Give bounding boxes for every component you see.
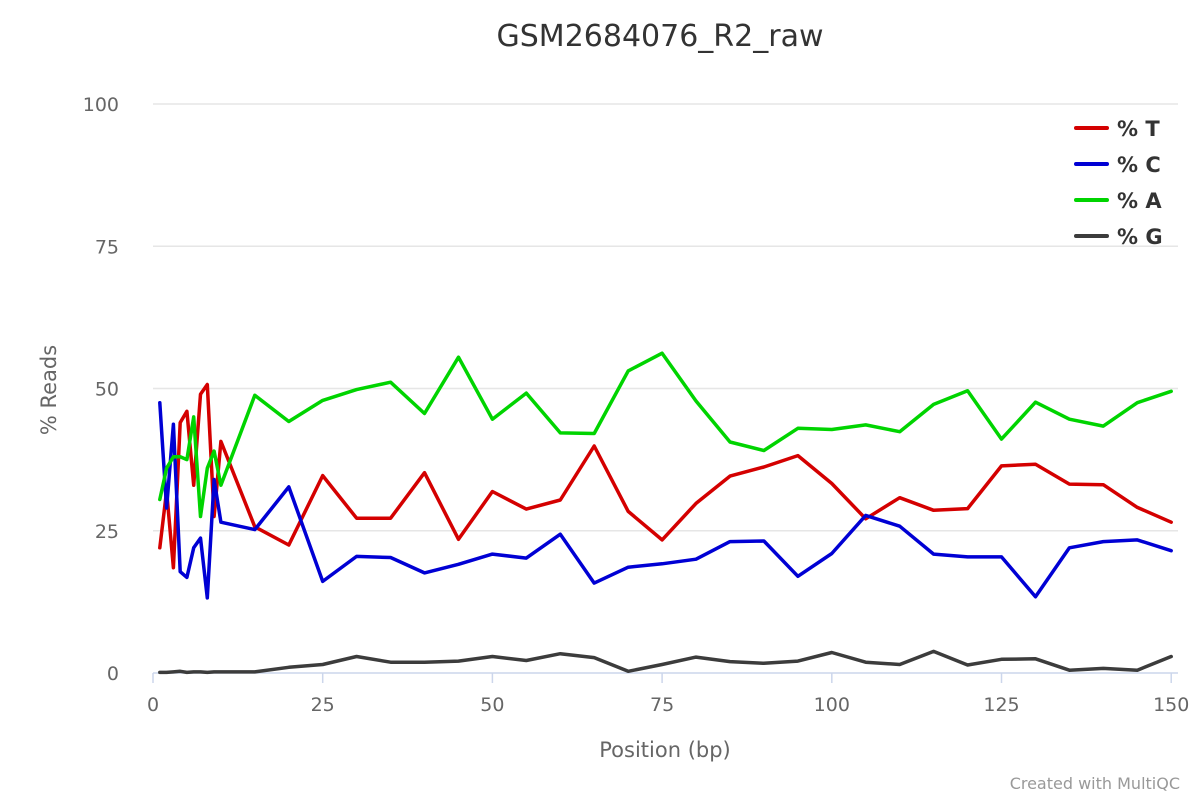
y-axis-ticks: 0 25 50 75 100 [83, 94, 119, 685]
legend-label: % G [1117, 225, 1163, 249]
series-line-t [158, 382, 1173, 570]
grid-lines [153, 103, 1178, 532]
x-tick-label: 50 [480, 694, 504, 716]
x-tick-label: 75 [650, 694, 674, 716]
y-tick-label: 0 [107, 663, 119, 685]
legend-item-c[interactable]: % C [1074, 153, 1161, 177]
x-axis-title: Position (bp) [599, 738, 731, 762]
x-axis-ticks: 0 25 50 75 100 125 150 [147, 673, 1189, 716]
x-tick-label: 125 [983, 694, 1019, 716]
series-line-c [158, 400, 1173, 600]
legend-label: % T [1117, 117, 1160, 141]
y-axis-title: % Reads [37, 345, 61, 435]
x-tick-label: 25 [311, 694, 335, 716]
x-tick-label: 150 [1153, 694, 1189, 716]
y-tick-label: 75 [95, 236, 119, 258]
credit-text: Created with MultiQC [1010, 774, 1180, 793]
legend-item-a[interactable]: % A [1074, 189, 1162, 213]
y-tick-label: 25 [95, 521, 119, 543]
legend-item-t[interactable]: % T [1074, 117, 1160, 141]
series-line-g [158, 649, 1173, 675]
legend-item-g[interactable]: % G [1074, 225, 1163, 249]
legend-label: % A [1117, 189, 1162, 213]
x-tick-label: 100 [814, 694, 850, 716]
legend-label: % C [1117, 153, 1161, 177]
y-tick-label: 50 [95, 379, 119, 401]
series-line-a [158, 351, 1173, 519]
x-tick-label: 0 [147, 694, 159, 716]
chart-title: GSM2684076_R2_raw [497, 19, 824, 54]
y-tick-label: 100 [83, 94, 119, 116]
legend: % T % C % A % G [1074, 117, 1163, 249]
series-lines [158, 351, 1173, 675]
